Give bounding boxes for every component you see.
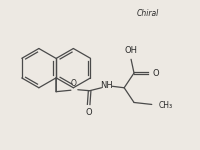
Text: O: O (85, 108, 92, 117)
Text: Chiral: Chiral (136, 9, 158, 18)
Text: O: O (153, 69, 159, 78)
Text: OH: OH (125, 46, 138, 55)
Text: NH: NH (100, 81, 113, 90)
Text: O: O (71, 79, 77, 88)
Text: CH₃: CH₃ (159, 101, 173, 110)
